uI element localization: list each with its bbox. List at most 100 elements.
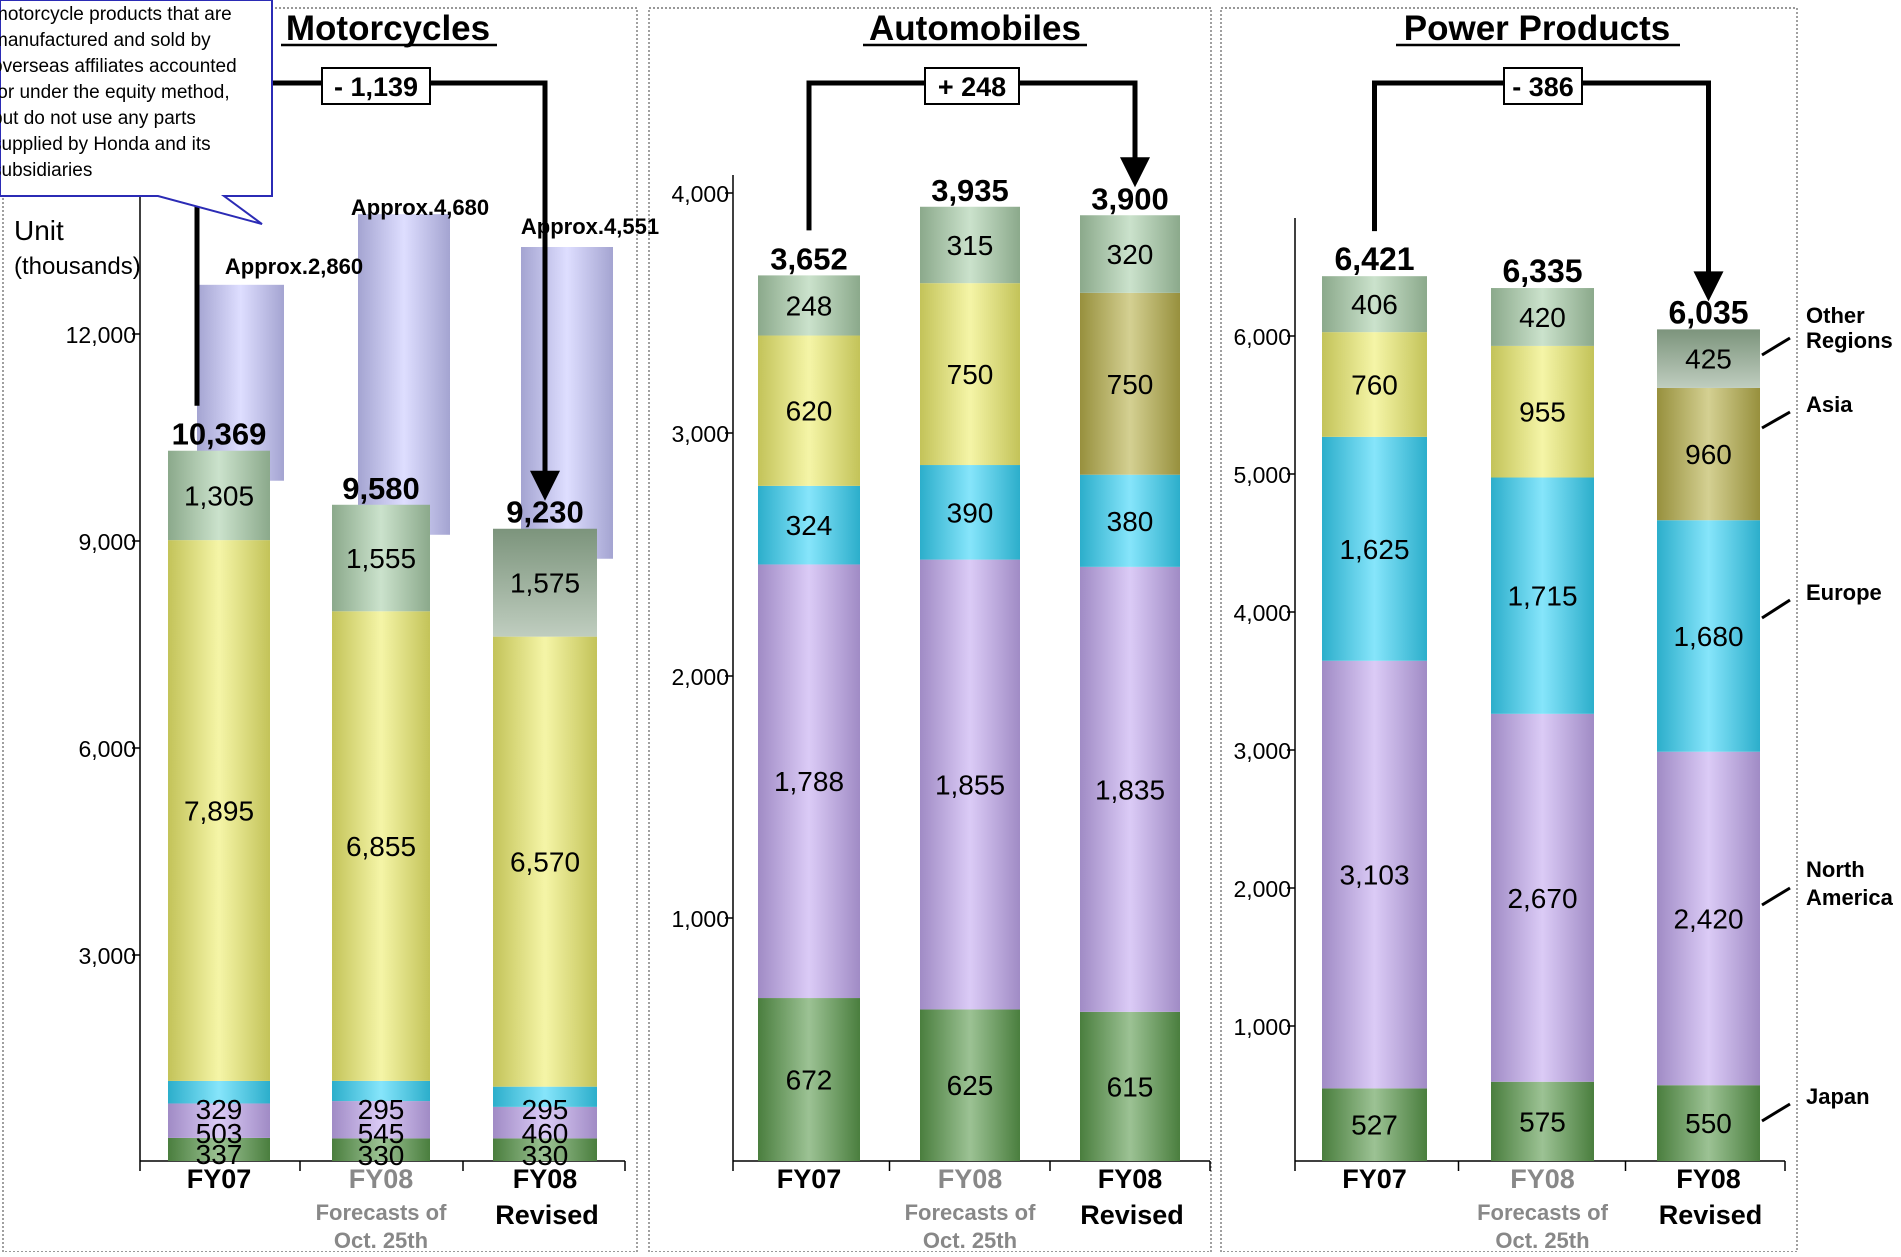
bar-value-label: 7,895 [184,796,254,827]
bar-segment-north-america [1322,660,1427,1089]
change-arrowhead [1693,271,1724,302]
y-tick-label: 1,000 [1233,1014,1291,1040]
bar-segment-asia [168,540,270,1081]
change-badge [321,67,431,105]
change-label: - 1,139 [334,72,418,102]
y-tick-label: 2,000 [671,664,729,690]
bar-value-label: 620 [786,396,833,427]
category-sublabel: Revised [1080,1200,1184,1230]
callout-text: overseas affiliates accounted [0,56,237,77]
change-bracket [1372,80,1711,275]
bar-segment-asia [920,283,1020,466]
bar-segment-north-america [332,1101,430,1139]
bar-segment-europe [493,1086,597,1107]
legend-label: Regions [1806,328,1893,353]
overseas-affiliate-bar [358,214,450,535]
overseas-affiliate-label: Approx.2,860 [225,254,363,279]
bar-total-label: 10,369 [172,417,267,452]
bar-segment-other-regions [332,504,430,612]
bar-value-label: 380 [1107,506,1154,537]
category-label: FY08 [1510,1164,1575,1194]
y-tick-label: 4,000 [671,181,729,207]
bar-value-label: 6,570 [510,847,580,878]
bar-value-label: 248 [786,290,833,321]
bar-value-label: 406 [1351,289,1398,320]
bar-value-label: 425 [1685,344,1732,375]
bar-segment-north-america [1491,713,1594,1082]
panel-frame [2,7,638,1253]
y-tick-label: 2,000 [1233,876,1291,902]
callout-text: subsidiaries [0,160,92,181]
y-tick-label: 1,000 [671,906,729,932]
legend-label: America [1806,885,1894,910]
bar-value-label: 750 [1107,369,1154,400]
category-label: FY08 [938,1164,1003,1194]
category-sublabel: Forecasts of [1477,1200,1608,1225]
y-tick-label: 3,000 [671,421,729,447]
bar-segment-japan [1080,1011,1180,1161]
bar-segment-europe [168,1080,270,1104]
callout-text: supplied by Honda and its [0,134,211,155]
legend-leader-line [1761,1102,1791,1123]
bar-segment-asia [1322,332,1427,437]
bar-segment-europe [332,1080,430,1102]
bar-segment-europe [920,465,1020,560]
chart-title: Motorcycles [286,9,490,48]
legend-leader-line [1761,598,1791,620]
bar-value-label: 2,670 [1507,883,1577,914]
bar-segment-europe [1322,436,1427,661]
callout-text: motorcycle products that are [0,4,232,25]
bar-value-label: 760 [1351,369,1398,400]
bar-value-label: 1,715 [1507,581,1577,612]
bar-segment-japan [1491,1081,1594,1161]
bar-value-label: 960 [1685,439,1732,470]
bar-value-label: 330 [522,1140,569,1171]
bar-segment-north-america [168,1103,270,1138]
bar-segment-europe [758,485,860,565]
bar-value-label: 1,555 [346,543,416,574]
bar-segment-north-america [1657,751,1760,1086]
bar-value-label: 295 [358,1094,405,1125]
legend-leader-line [1761,410,1791,430]
callout-text: but do not use any parts [0,108,196,129]
bar-total-label: 3,652 [770,241,848,276]
bar-value-label: 390 [947,497,994,528]
bar-total-label: 6,421 [1334,241,1414,277]
bar-value-label: 1,855 [935,770,1005,801]
legend-label: Other [1806,303,1865,328]
bar-segment-japan [493,1138,597,1161]
bar-total-label: 9,580 [342,471,420,506]
category-sublabel: Forecasts of [316,1200,447,1225]
bar-segment-north-america [493,1106,597,1139]
bar-total-label: 3,935 [931,173,1009,208]
bar-value-label: 672 [786,1065,833,1096]
chart-title: Power Products [1404,9,1670,48]
bar-value-label: 329 [196,1094,243,1125]
bar-value-label: 295 [522,1094,569,1125]
category-label: FY07 [1342,1164,1407,1194]
change-badge [1503,67,1583,105]
bar-value-label: 1,835 [1095,774,1165,805]
bar-value-label: 337 [196,1139,243,1170]
y-tick-label: 5,000 [1233,462,1291,488]
overseas-affiliate-label: Approx.4,551 [521,214,659,239]
bar-value-label: 6,855 [346,831,416,862]
bar-segment-other-regions [168,450,270,541]
bar-segment-north-america [1080,566,1180,1012]
category-sublabel: Revised [1659,1200,1763,1230]
legend-leader-line [1761,336,1791,357]
y-tick-label: 9,000 [78,529,136,555]
bar-segment-asia [493,636,597,1087]
overseas-affiliate-bar [521,247,613,559]
legend-label: Asia [1806,392,1853,417]
bar-segment-north-america [758,564,860,999]
bar-total-label: 3,900 [1091,181,1169,216]
y-tick-label: 6,000 [1233,324,1291,350]
bar-segment-other-regions [1322,276,1427,333]
callout-text: manufactured and sold by [0,30,211,51]
bar-value-label: 2,420 [1673,903,1743,934]
change-arrowhead [530,470,560,501]
bar-value-label: 460 [522,1118,569,1149]
legend-leader-line [1761,886,1791,907]
